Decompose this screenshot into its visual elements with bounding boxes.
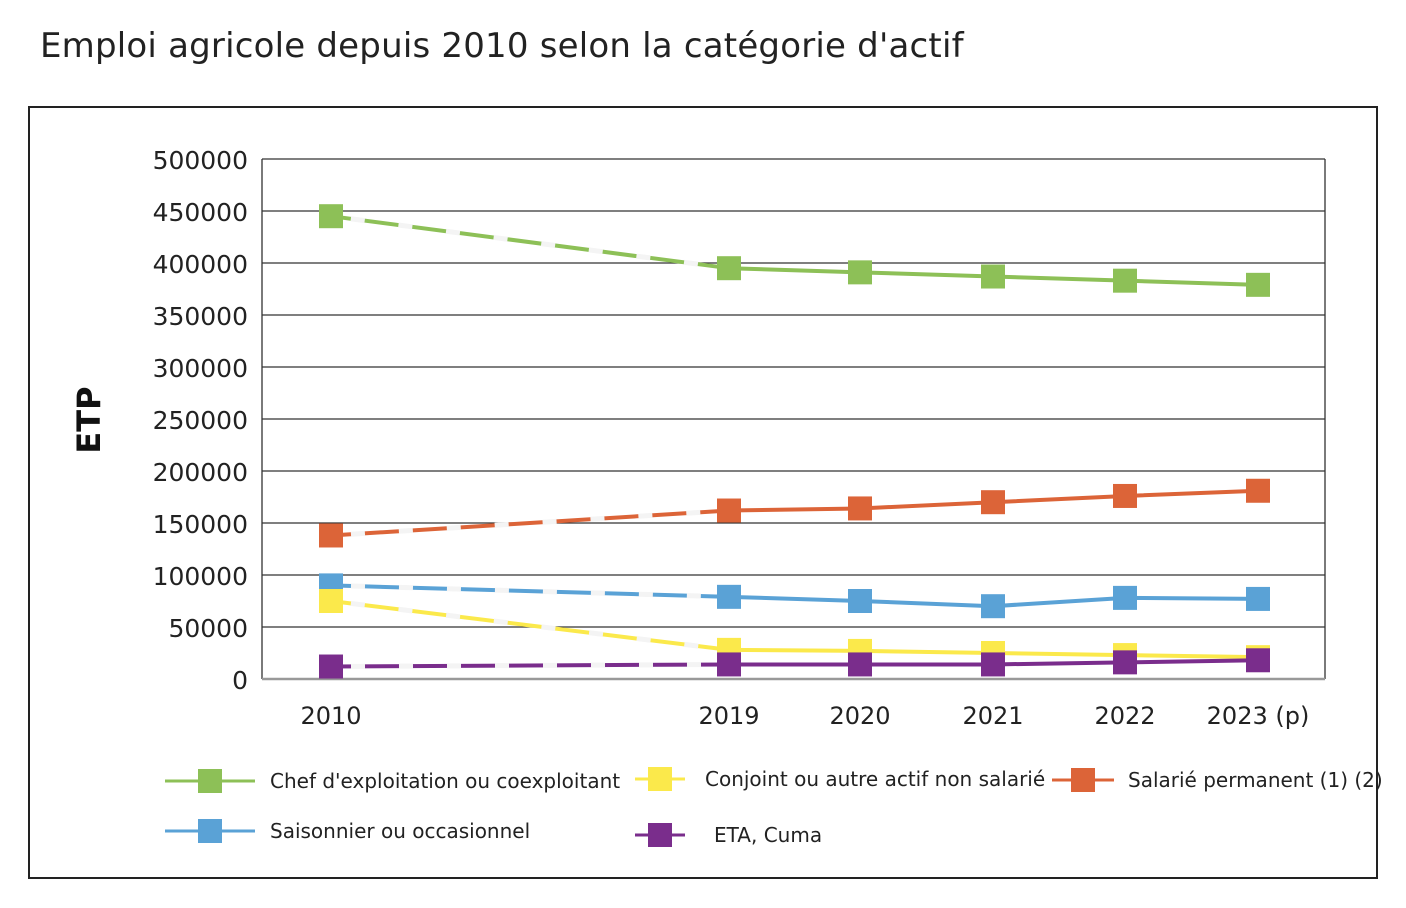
- legend-label: Chef d'exploitation ou coexploitant: [270, 769, 620, 793]
- data-point: [717, 652, 741, 677]
- x-tick-label: 2022: [1094, 702, 1155, 730]
- y-tick-label: 500000: [153, 146, 248, 175]
- axes: [261, 159, 1326, 681]
- legend-marker: [198, 769, 222, 793]
- y-tick-label: 350000: [153, 302, 248, 331]
- data-point: [848, 260, 872, 285]
- legend-label: Salarié permanent (1) (2): [1128, 768, 1383, 792]
- x-tick-label: 2019: [698, 702, 759, 730]
- x-tick-label: 2020: [829, 702, 890, 730]
- y-tick-labels: 5000004500004000003500003000002500002000…: [153, 146, 248, 695]
- chart-frame: [28, 106, 1378, 879]
- data-point: [1113, 585, 1137, 610]
- series-0: [319, 204, 1270, 297]
- legend-label: Saisonnier ou occasionnel: [270, 819, 530, 843]
- data-point: [848, 496, 872, 521]
- y-tick-label: 100000: [153, 562, 248, 591]
- legend-marker: [648, 767, 672, 791]
- data-point: [981, 264, 1005, 289]
- data-point: [319, 204, 343, 229]
- data-point: [717, 498, 741, 523]
- data-point: [319, 654, 343, 679]
- legend-item: ETA, Cuma: [635, 823, 822, 847]
- y-tick-label: 400000: [153, 250, 248, 279]
- data-point: [981, 594, 1005, 619]
- legend-item: Saisonnier ou occasionnel: [165, 819, 530, 843]
- legend-marker: [198, 819, 222, 843]
- series-lines: [319, 204, 1270, 679]
- series-segment-interpolated: [330, 599, 730, 652]
- series-segment-interpolated: [330, 583, 730, 599]
- y-tick-label: 200000: [153, 458, 248, 487]
- series-2: [319, 478, 1270, 548]
- legend-item: Conjoint ou autre actif non salarié: [635, 767, 1045, 791]
- legend-marker: [648, 823, 672, 847]
- data-point: [848, 589, 872, 613]
- series-segment-interpolated: [330, 508, 730, 538]
- series-segment-interpolated: [330, 662, 730, 669]
- x-tick-label: 2021: [962, 702, 1023, 730]
- y-tick-label: 300000: [153, 354, 248, 383]
- x-tick-labels: 2010 2019 2020 2021 2022 2023 (p): [300, 702, 1309, 730]
- legend-label: ETA, Cuma: [714, 823, 822, 847]
- series-4: [319, 648, 1270, 679]
- y-axis-label: ETP: [70, 386, 108, 453]
- data-point: [848, 652, 872, 677]
- series-segment-interpolated: [330, 214, 730, 271]
- y-tick-label: 50000: [168, 614, 248, 643]
- x-tick-label: 2023 (p): [1207, 702, 1310, 730]
- data-point: [981, 490, 1005, 515]
- data-point: [319, 589, 343, 613]
- data-point: [717, 256, 741, 281]
- data-point: [1113, 483, 1137, 508]
- legend-label: Conjoint ou autre actif non salarié: [705, 767, 1045, 791]
- x-tick-label: 2010: [300, 702, 361, 730]
- chart-title: Emploi agricole depuis 2010 selon la cat…: [40, 26, 964, 66]
- grid-lines: [262, 158, 1325, 628]
- data-point: [717, 584, 741, 609]
- series-3: [319, 573, 1270, 619]
- legend-marker: [1071, 768, 1095, 792]
- data-point: [1113, 650, 1137, 675]
- y-tick-label: 250000: [153, 406, 248, 435]
- data-point: [1246, 586, 1270, 611]
- data-point: [1113, 268, 1137, 293]
- legend-item: Chef d'exploitation ou coexploitant: [165, 769, 620, 793]
- data-point: [319, 523, 343, 548]
- legend: Chef d'exploitation ou coexploitant Conjo…: [165, 767, 1383, 847]
- data-point: [1246, 478, 1270, 503]
- y-tick-label: 450000: [153, 198, 248, 227]
- legend-item: Salarié permanent (1) (2): [1052, 768, 1383, 792]
- data-point: [1246, 648, 1270, 673]
- data-point: [981, 652, 1005, 677]
- y-tick-label: 0: [232, 666, 248, 695]
- data-point: [1246, 272, 1270, 297]
- y-tick-label: 150000: [153, 510, 248, 539]
